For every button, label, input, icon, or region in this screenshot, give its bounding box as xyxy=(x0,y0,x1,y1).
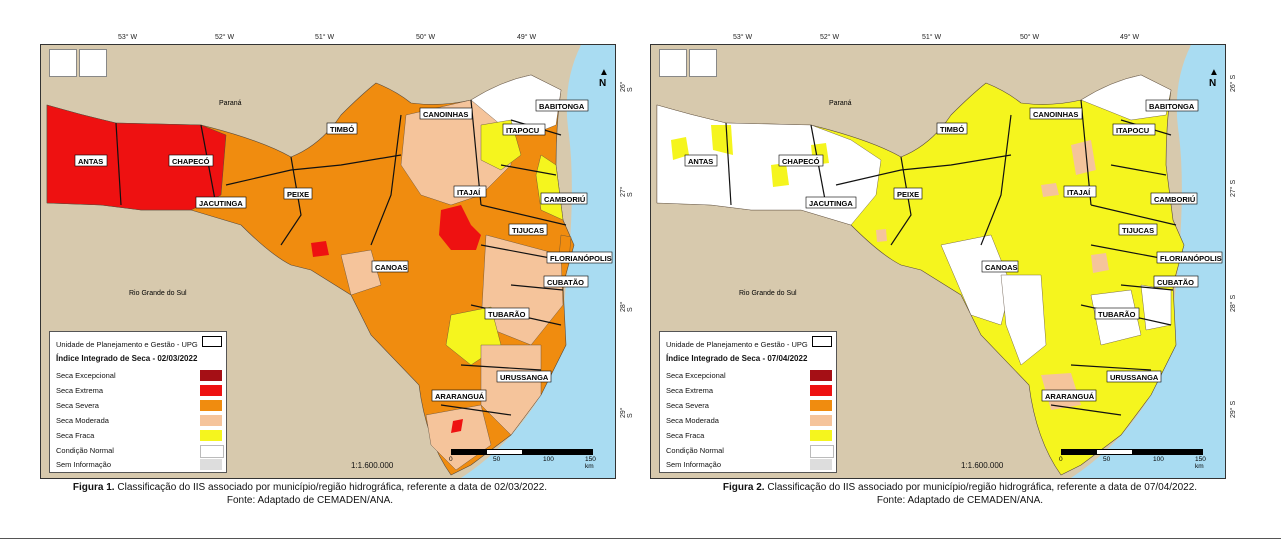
upg-label-jacutinga: JACUTINGA xyxy=(809,199,853,208)
lat-tick: 29° S xyxy=(1230,400,1237,418)
upg-label-florianopolis: FLORIANÓPOLIS xyxy=(550,254,612,263)
legend: Unidade de Planejamento e Gestão - UPG Í… xyxy=(659,331,837,473)
upg-label-cubatao: CUBATÃO xyxy=(547,278,584,287)
upg-label-itapocu: ITAPOCU xyxy=(1116,126,1149,135)
upg-label-cubatao: CUBATÃO xyxy=(1157,278,1194,287)
legend-title: Índice Integrado de Seca - 02/03/2022 xyxy=(56,354,198,363)
legend-row: Seca Extrema xyxy=(666,385,832,397)
legend-upg-label: Unidade de Planejamento e Gestão - UPG xyxy=(56,340,198,349)
label-rgs: Rio Grande do Sul xyxy=(129,290,187,297)
legend-row: Condição Normal xyxy=(56,445,224,458)
lat-tick: 27° S xyxy=(1230,179,1237,197)
label-parana: Paraná xyxy=(829,100,852,107)
legend-row: Seca Extrema xyxy=(56,385,222,397)
lon-tick: 53° W xyxy=(733,34,753,41)
upg-label-peixe: PEIXE xyxy=(287,190,309,199)
upg-label-tubarao: TUBARÃO xyxy=(488,310,526,319)
lat-tick: 26° S xyxy=(1230,74,1237,92)
lon-tick: 50° W xyxy=(1020,34,1040,41)
legend-row: Seca Severa xyxy=(56,400,222,412)
drought-map-1: ANTAS CHAPECÓ JACUTINGA PEIXE TIMBÓ CANO… xyxy=(46,45,615,478)
lat-tick: 28° S xyxy=(620,301,634,312)
lat-tick: 28° S xyxy=(1230,294,1237,312)
lon-tick: 51° W xyxy=(315,34,335,41)
lon-tick: 50° W xyxy=(416,34,436,41)
upg-label-chapeco: CHAPECÓ xyxy=(782,157,820,166)
cemaden-logo xyxy=(79,49,107,77)
legend-row: Condição Normal xyxy=(666,445,834,458)
legend-upg-label: Unidade de Planejamento e Gestão - UPG xyxy=(666,340,808,349)
legend-row: Seca Severa xyxy=(666,400,832,412)
lon-tick: 53° W xyxy=(118,34,138,41)
defesa-civil-logo xyxy=(659,49,687,77)
upg-label-antas: ANTAS xyxy=(688,157,713,166)
lon-tick: 49° W xyxy=(1120,34,1140,41)
upg-label-babitonga: BABITONGA xyxy=(1149,102,1195,111)
map-panel-1: 53° W 52° W 51° W 50° W 49° W 26° S 27° … xyxy=(0,0,634,545)
scale-ratio: 1:1.600.000 xyxy=(961,461,1004,470)
figure-caption: Figura 2. Classificação do IIS associado… xyxy=(722,482,1198,506)
legend-row: Sem Informação xyxy=(666,459,832,471)
lat-tick: 26° S xyxy=(620,81,634,92)
drought-map-2: ANTAS CHAPECÓ JACUTINGA PEIXE TIMBÓ CANO… xyxy=(656,45,1225,478)
upg-label-jacutinga: JACUTINGA xyxy=(199,199,243,208)
upg-label-antas: ANTAS xyxy=(78,157,103,166)
legend-row: Seca Fraca xyxy=(56,430,222,442)
lon-tick: 52° W xyxy=(820,34,840,41)
upg-label-timbo: TIMBÓ xyxy=(940,125,964,134)
lat-tick: 29° S xyxy=(620,407,634,418)
upg-label-itajai: ITAJAÍ xyxy=(1067,188,1091,197)
legend-title: Índice Integrado de Seca - 07/04/2022 xyxy=(666,354,808,363)
cemaden-logo xyxy=(689,49,717,77)
lon-tick: 49° W xyxy=(517,34,537,41)
map-panel-2: 53° W 52° W 51° W 50° W 49° W 26° S 27° … xyxy=(640,0,1260,545)
upg-label-babitonga: BABITONGA xyxy=(539,102,585,111)
legend: Unidade de Planejamento e Gestão - UPG Í… xyxy=(49,331,227,473)
legend-row: Seca Moderada xyxy=(56,415,222,427)
legend-row: Seca Excepcional xyxy=(56,370,222,382)
scale-bar: 0 50 100 150 km xyxy=(1059,449,1211,470)
upg-label-tubarao: TUBARÃO xyxy=(1098,310,1136,319)
lon-tick: 51° W xyxy=(922,34,942,41)
lon-tick: 52° W xyxy=(215,34,235,41)
scale-ratio: 1:1.600.000 xyxy=(351,461,394,470)
upg-label-chapeco: CHAPECÓ xyxy=(172,157,210,166)
upg-label-florianopolis: FLORIANÓPOLIS xyxy=(1160,254,1222,263)
label-parana: Paraná xyxy=(219,100,242,107)
upg-label-canoas: CANOAS xyxy=(375,263,408,272)
upg-label-urussanga: URUSSANGA xyxy=(1110,373,1159,382)
label-rgs: Rio Grande do Sul xyxy=(739,290,797,297)
north-arrow-icon: ▲ N xyxy=(1209,67,1219,89)
north-arrow-icon: ▲ N xyxy=(599,67,609,89)
upg-label-canoinhas: CANOINHAS xyxy=(1033,110,1078,119)
legend-upg-swatch xyxy=(202,336,222,347)
legend-row: Sem Informação xyxy=(56,459,222,471)
upg-label-camboriu: CAMBORIÚ xyxy=(544,195,585,204)
legend-row: Seca Moderada xyxy=(666,415,832,427)
upg-label-ararangua: ARARANGUÁ xyxy=(435,392,485,401)
upg-label-canoas: CANOAS xyxy=(985,263,1018,272)
upg-label-itapocu: ITAPOCU xyxy=(506,126,539,135)
legend-row: Seca Fraca xyxy=(666,430,832,442)
upg-label-tijucas: TIJUCAS xyxy=(512,226,544,235)
upg-label-camboriu: CAMBORIÚ xyxy=(1154,195,1195,204)
upg-label-canoinhas: CANOINHAS xyxy=(423,110,468,119)
bottom-divider xyxy=(0,538,1281,539)
figure-caption: Figura 1. Classificação do IIS associado… xyxy=(72,482,548,506)
upg-label-tijucas: TIJUCAS xyxy=(1122,226,1154,235)
map-frame: ANTAS CHAPECÓ JACUTINGA PEIXE TIMBÓ CANO… xyxy=(650,44,1226,479)
upg-label-timbo: TIMBÓ xyxy=(330,125,354,134)
legend-upg-swatch xyxy=(812,336,832,347)
upg-label-urussanga: URUSSANGA xyxy=(500,373,549,382)
legend-row: Seca Excepcional xyxy=(666,370,832,382)
lat-tick: 27° S xyxy=(620,186,634,197)
upg-label-ararangua: ARARANGUÁ xyxy=(1045,392,1095,401)
scale-bar: 0 50 100 150 km xyxy=(449,449,601,470)
map-frame: ANTAS CHAPECÓ JACUTINGA PEIXE TIMBÓ CANO… xyxy=(40,44,616,479)
upg-label-peixe: PEIXE xyxy=(897,190,919,199)
defesa-civil-logo xyxy=(49,49,77,77)
upg-label-itajai: ITAJAÍ xyxy=(457,188,481,197)
